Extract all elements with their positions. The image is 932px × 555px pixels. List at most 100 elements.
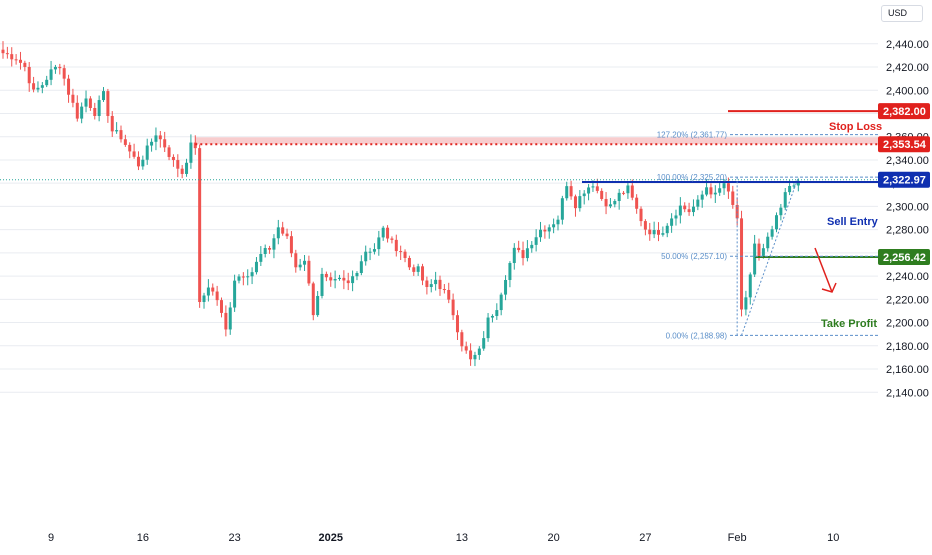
candle-body[interactable] xyxy=(106,91,110,116)
candle-body[interactable] xyxy=(58,66,62,69)
candle-body[interactable] xyxy=(705,187,709,195)
candle-body[interactable] xyxy=(158,135,162,140)
candle-body[interactable] xyxy=(18,59,22,63)
price-axis[interactable]: 2,140.00 2,160.00 2,180.00 2,200.00 2,220.00… xyxy=(886,39,929,399)
candle-body[interactable] xyxy=(639,208,643,222)
candle-body[interactable] xyxy=(281,227,285,234)
candle-body[interactable] xyxy=(386,227,390,239)
candle-body[interactable] xyxy=(390,238,394,240)
candle-body[interactable] xyxy=(355,273,359,277)
candle-body[interactable] xyxy=(53,66,57,70)
candle-body[interactable] xyxy=(718,188,722,193)
candle-body[interactable] xyxy=(377,237,381,250)
candle-body[interactable] xyxy=(582,193,586,197)
candle-body[interactable] xyxy=(761,248,765,256)
candle-body[interactable] xyxy=(744,297,748,310)
candle-body[interactable] xyxy=(635,197,639,209)
candle-body[interactable] xyxy=(713,192,717,195)
candle-body[interactable] xyxy=(351,276,355,284)
candle-body[interactable] xyxy=(425,280,429,288)
candle-body[interactable] xyxy=(233,280,237,308)
candle-body[interactable] xyxy=(298,264,302,268)
candle-body[interactable] xyxy=(757,243,761,256)
candle-body[interactable] xyxy=(320,273,324,296)
candle-body[interactable] xyxy=(88,98,92,108)
candle-body[interactable] xyxy=(578,196,582,209)
candle-body[interactable] xyxy=(40,85,44,88)
candle-body[interactable] xyxy=(469,350,473,360)
candle-body[interactable] xyxy=(254,261,258,273)
candle-body[interactable] xyxy=(674,215,678,219)
candle-body[interactable] xyxy=(228,307,232,330)
candle-body[interactable] xyxy=(530,244,534,249)
candle-body[interactable] xyxy=(442,289,446,291)
candle-body[interactable] xyxy=(136,156,140,167)
candle-body[interactable] xyxy=(687,209,691,213)
candle-body[interactable] xyxy=(473,354,477,360)
candle-body[interactable] xyxy=(670,218,674,226)
candle-body[interactable] xyxy=(560,198,564,220)
candle-body[interactable] xyxy=(604,198,608,207)
candle-body[interactable] xyxy=(643,221,647,230)
candle-body[interactable] xyxy=(547,227,551,232)
candle-body[interactable] xyxy=(145,145,149,160)
candle-body[interactable] xyxy=(665,225,669,234)
candle-body[interactable] xyxy=(263,248,267,254)
candle-body[interactable] xyxy=(774,215,778,230)
candle-body[interactable] xyxy=(93,107,97,116)
candle-body[interactable] xyxy=(259,253,263,262)
candle-body[interactable] xyxy=(753,243,757,275)
candle-body[interactable] xyxy=(316,295,320,316)
candle-body[interactable] xyxy=(460,332,464,347)
candle-body[interactable] xyxy=(241,276,245,278)
candle-body[interactable] xyxy=(123,139,127,145)
candle-body[interactable] xyxy=(268,248,272,250)
candle-body[interactable] xyxy=(1,49,5,54)
candle-body[interactable] xyxy=(154,135,158,142)
candle-body[interactable] xyxy=(163,139,167,148)
candle-body[interactable] xyxy=(307,260,311,284)
candle-body[interactable] xyxy=(552,224,556,228)
candle-body[interactable] xyxy=(97,100,101,116)
candle-body[interactable] xyxy=(132,151,136,157)
candle-body[interactable] xyxy=(329,277,333,281)
candle-body[interactable] xyxy=(285,233,289,237)
candle-body[interactable] xyxy=(333,279,337,281)
candle-body[interactable] xyxy=(657,230,660,235)
candle-body[interactable] xyxy=(27,66,31,84)
candle-body[interactable] xyxy=(652,230,656,235)
candle-body[interactable] xyxy=(700,194,704,200)
candle-body[interactable] xyxy=(455,315,459,333)
candle-body[interactable] xyxy=(224,312,228,330)
candle-body[interactable] xyxy=(770,229,774,237)
candle-body[interactable] xyxy=(731,191,735,205)
candle-body[interactable] xyxy=(648,229,652,235)
candle-body[interactable] xyxy=(14,59,18,61)
candle-body[interactable] xyxy=(202,295,206,303)
candle-body[interactable] xyxy=(622,192,626,194)
candle-body[interactable] xyxy=(613,200,617,205)
candle-body[interactable] xyxy=(220,300,223,313)
candle-body[interactable] xyxy=(477,348,481,355)
candle-body[interactable] xyxy=(735,204,739,219)
candle-body[interactable] xyxy=(176,160,180,169)
candle-body[interactable] xyxy=(294,253,298,268)
candle-body[interactable] xyxy=(499,294,503,311)
candle-body[interactable] xyxy=(421,266,425,281)
candle-body[interactable] xyxy=(381,227,385,238)
candle-body[interactable] xyxy=(565,186,569,199)
candle-body[interactable] xyxy=(403,251,407,258)
candle-body[interactable] xyxy=(10,54,14,60)
candle-body[interactable] xyxy=(276,227,280,239)
candle-body[interactable] xyxy=(792,185,796,187)
candle-body[interactable] xyxy=(237,276,241,281)
candle-body[interactable] xyxy=(399,251,403,253)
candle-body[interactable] xyxy=(525,248,529,259)
candle-body[interactable] xyxy=(80,106,84,119)
candle-body[interactable] xyxy=(337,277,341,280)
candle-body[interactable] xyxy=(486,317,490,339)
candle-body[interactable] xyxy=(726,183,730,192)
candle-body[interactable] xyxy=(128,144,132,152)
candle-body[interactable] xyxy=(521,250,525,259)
